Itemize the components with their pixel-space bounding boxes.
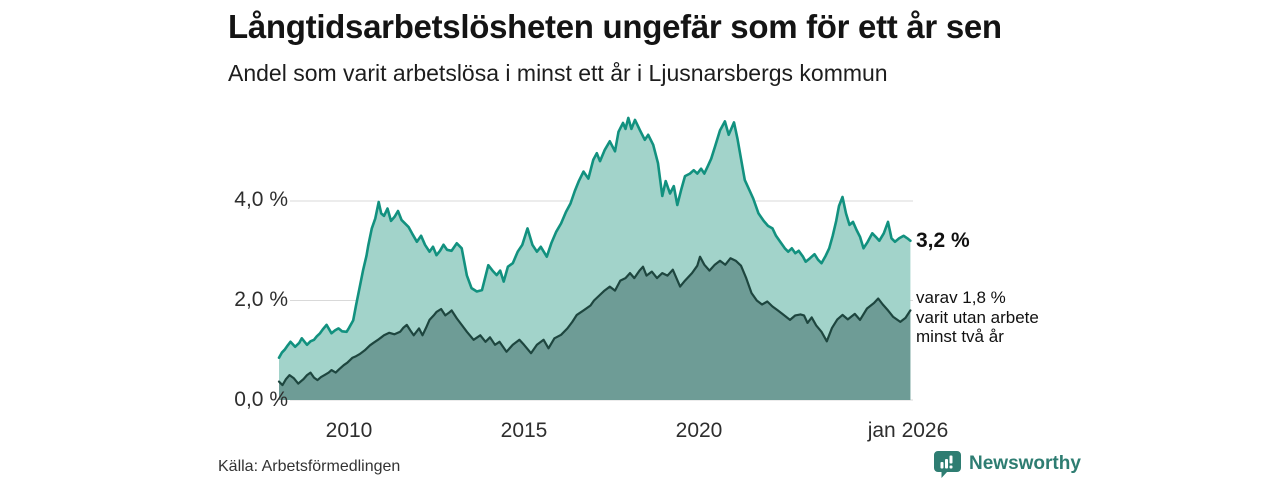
end-value-line3: minst två år <box>916 327 1004 346</box>
y-tick-4: 4,0 % <box>234 188 288 211</box>
y-tick-0: 0,0 % <box>234 388 288 411</box>
page-title: Långtidsarbetslösheten ungefär som för e… <box>228 8 1002 45</box>
end-value-label-total: 3,2 % <box>916 229 970 252</box>
end-value-line1: varav 1,8 % <box>916 288 1006 307</box>
newsworthy-bubble-icon <box>934 451 961 478</box>
x-tick-2020: 2020 <box>675 419 723 442</box>
line-total-minst-ett-ar <box>277 116 912 360</box>
newsworthy-logo[interactable]: Newsworthy <box>933 449 1081 479</box>
exclamation-dot <box>949 465 953 469</box>
x-tick-2015: 2015 <box>500 419 548 442</box>
bar-short <box>940 462 944 469</box>
y-tick-2: 2,0 % <box>234 288 288 311</box>
line-minst-tva-ar <box>277 255 912 387</box>
source-credit: Källa: Arbetsförmedlingen <box>218 458 401 475</box>
end-value-label-two-years: varav 1,8 % varit utan arbete minst två … <box>916 288 1039 347</box>
end-value-line2: varit utan arbete <box>916 307 1039 327</box>
bar-tall <box>949 455 953 464</box>
area-minst-tva-ar <box>279 256 911 400</box>
x-tick-2010: 2010 <box>325 419 373 442</box>
newsworthy-wordmark: Newsworthy <box>969 453 1081 474</box>
page-subtitle: Andel som varit arbetslösa i minst ett å… <box>228 60 888 86</box>
x-tick-jan-2026: jan 2026 <box>867 419 949 442</box>
bar-medium <box>945 459 948 469</box>
